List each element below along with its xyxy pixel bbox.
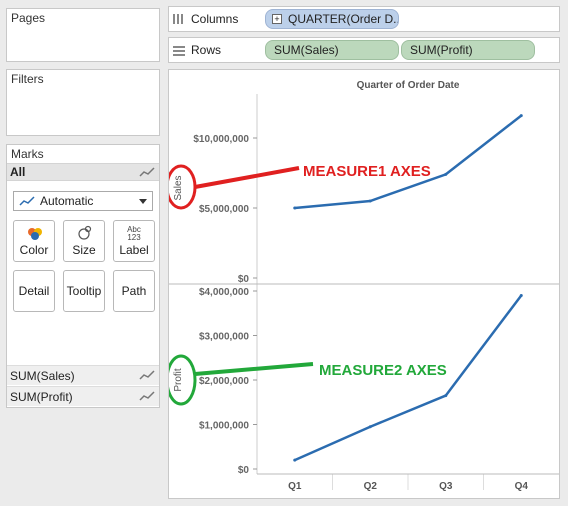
y-tick-label: $1,000,000 — [199, 421, 249, 432]
profit-point — [368, 425, 372, 429]
x-tick-label: Q4 — [515, 481, 529, 492]
y-tick-label: $0 — [238, 274, 250, 285]
measure2-label: MEASURE2 AXES — [319, 362, 447, 379]
rows-shelf-label: Rows — [191, 43, 222, 57]
measure2-circle — [169, 354, 197, 406]
view-pane: Quarter of Order Date $0 $5,000,000 $10,000… — [168, 69, 560, 499]
line-mark-icon — [139, 167, 155, 177]
sales-point — [368, 199, 372, 203]
columns-grid-icon — [173, 14, 183, 24]
detail-button-label: Detail — [18, 284, 50, 298]
sales-point — [293, 206, 297, 210]
pages-card[interactable]: Pages — [6, 8, 160, 62]
expand-plus-icon[interactable]: + — [272, 14, 282, 24]
y-axis-label-profit: Profit — [173, 368, 184, 392]
x-tick-label: Q1 — [288, 481, 302, 492]
label-button[interactable]: Abc 123 Label — [113, 220, 155, 262]
columns-pill-quarter[interactable]: + QUARTER(Order D.. — [265, 9, 399, 29]
rows-pill-profit[interactable]: SUM(Profit) — [401, 40, 535, 60]
line-mark-icon — [139, 391, 155, 401]
mark-type-dropdown[interactable]: Automatic — [13, 191, 153, 211]
line-mark-icon — [19, 196, 35, 206]
marks-all-label: All — [10, 165, 26, 179]
marks-all-row[interactable]: All — [7, 163, 159, 181]
size-circles-icon — [78, 225, 92, 240]
y-tick-label: $4,000,000 — [199, 287, 249, 298]
mark-type-value: Automatic — [40, 194, 94, 208]
pages-title: Pages — [11, 11, 46, 25]
size-button-label: Size — [72, 243, 96, 257]
size-button[interactable]: Size — [63, 220, 105, 262]
filters-card[interactable]: Filters — [6, 69, 160, 136]
filters-title: Filters — [11, 72, 44, 86]
rows-shelf[interactable]: Rows SUM(Sales) SUM(Profit) — [168, 37, 560, 63]
text-label-icon-bottom: 123 — [127, 233, 141, 242]
text-label-icon: Abc 123 — [114, 226, 154, 244]
y-tick-label: $5,000,000 — [199, 204, 249, 215]
marks-measure-sales-label: SUM(Sales) — [10, 369, 75, 383]
measure2-arrow — [194, 362, 314, 376]
columns-pill-label: QUARTER(Order D.. — [288, 12, 399, 26]
profit-point — [293, 458, 297, 462]
profit-point — [519, 293, 523, 297]
chart-title: Quarter of Order Date — [357, 80, 460, 91]
tooltip-button[interactable]: Tooltip — [63, 270, 105, 312]
sales-line — [294, 114, 523, 210]
chevron-down-icon — [139, 199, 147, 204]
marks-measure-profit[interactable]: SUM(Profit) — [7, 386, 159, 406]
detail-button[interactable]: Detail — [13, 270, 55, 312]
profit-line — [294, 294, 523, 462]
y-tick-label: $0 — [238, 465, 250, 476]
y-tick-label: $10,000,000 — [193, 134, 249, 145]
marks-measure-profit-label: SUM(Profit) — [10, 390, 73, 404]
x-tick-label: Q2 — [364, 481, 378, 492]
path-button[interactable]: Path — [113, 270, 155, 312]
path-button-label: Path — [121, 284, 147, 298]
rows-pill-sales[interactable]: SUM(Sales) — [265, 40, 399, 60]
rows-grid-icon — [173, 46, 185, 56]
color-button-label: Color — [19, 243, 49, 257]
line-chart: Quarter of Order Date $0 $5,000,000 $10,000… — [169, 80, 559, 492]
columns-shelf[interactable]: Columns + QUARTER(Order D.. — [168, 6, 560, 32]
sales-point — [519, 114, 523, 118]
color-palette-icon — [28, 228, 42, 240]
text-label-icon-top: Abc — [127, 225, 141, 234]
rows-pill-profit-label: SUM(Profit) — [410, 43, 473, 57]
rows-pill-sales-label: SUM(Sales) — [274, 43, 339, 57]
tooltip-button-label: Tooltip — [66, 284, 102, 298]
y-tick-label: $3,000,000 — [199, 332, 249, 343]
profit-point — [444, 394, 448, 398]
color-button[interactable]: Color — [13, 220, 55, 262]
columns-shelf-label: Columns — [191, 12, 239, 26]
y-tick-label: $2,000,000 — [199, 376, 249, 387]
measure1-label: MEASURE1 AXES — [303, 163, 431, 180]
measure1-arrow — [194, 166, 300, 189]
line-mark-icon — [139, 370, 155, 380]
marks-card: Marks All Automatic Color Size Abc 123 L… — [6, 144, 160, 408]
label-button-label: Label — [119, 243, 149, 257]
marks-measure-sales[interactable]: SUM(Sales) — [7, 365, 159, 385]
y-axis-label-sales: Sales — [173, 175, 184, 200]
marks-title: Marks — [11, 147, 44, 161]
sales-point — [444, 172, 448, 176]
x-tick-label: Q3 — [439, 481, 453, 492]
